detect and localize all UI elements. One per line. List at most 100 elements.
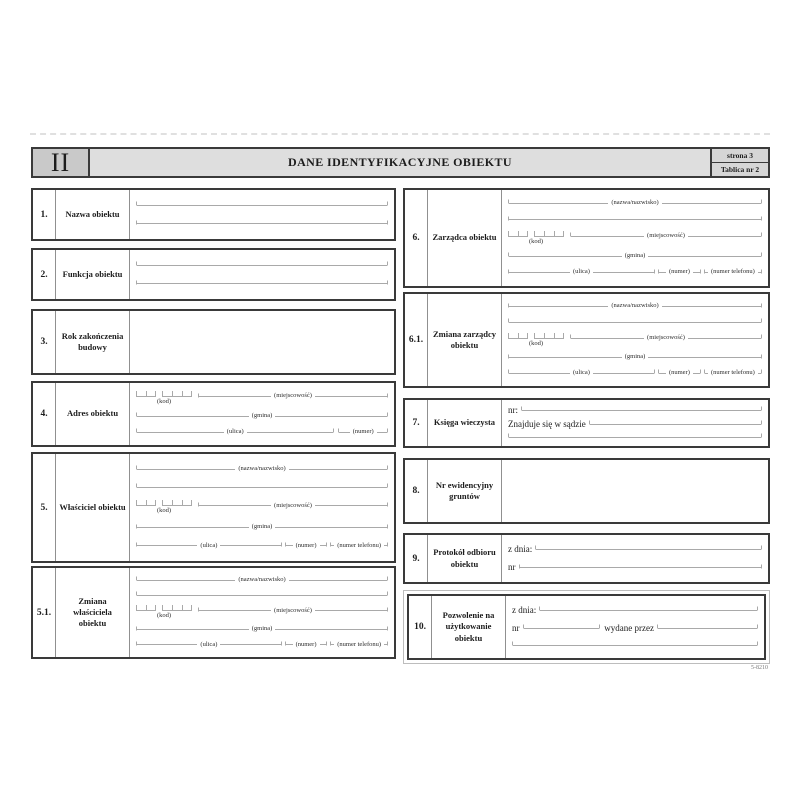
perforation-line	[30, 133, 770, 135]
field-label-numer: (numer)	[295, 640, 317, 648]
write-line-miejscowosc: (miejscowość)	[198, 390, 388, 403]
row-number: 3.	[33, 311, 56, 373]
header-side-boxes: strona 3 Tablica nr 2	[710, 149, 768, 176]
field-label-gmina: (gmina)	[624, 252, 646, 260]
field-label-miejscowosc: (miejscowość)	[647, 232, 685, 240]
write-line-numer-telefonu: (numer telefonu)	[330, 540, 388, 552]
row-10-pozwolenie-na-uzytkowanie: 10. Pozwolenie na użytkowanie obiektu z …	[407, 594, 766, 660]
row-6-zarzadca-obiektu: 6. Zarządca obiektu (nazwa/nazwisko) (ko…	[403, 188, 770, 288]
field-label-gmina: (gmina)	[251, 411, 273, 419]
row-fields: (nazwa/nazwisko) (kod) (miejscowość) (gm…	[502, 190, 768, 286]
write-line-gmina: (gmina)	[136, 624, 389, 636]
write-line	[508, 431, 762, 443]
row-title: Zmiana zarządcy obiektu	[428, 294, 502, 386]
write-line	[136, 481, 388, 493]
row-title: Nr ewidencyjny gruntów	[428, 460, 502, 522]
field-label-numer-telefonu: (numer telefonu)	[710, 268, 755, 276]
write-line-nazwa-nazwisko: (nazwa/nazwisko)	[508, 301, 763, 313]
row-fields: z dnia: nr wydane przez	[506, 596, 764, 658]
field-label-numer-telefonu: (numer telefonu)	[337, 640, 382, 648]
field-label-nazwa-nazwisko: (nazwa/nazwisko)	[611, 302, 659, 310]
field-label-gmina: (gmina)	[624, 353, 646, 361]
row-10-outer-frame: 10. Pozwolenie na użytkowanie obiektu z …	[403, 590, 770, 664]
write-line-nazwa-nazwisko: (nazwa/nazwisko)	[136, 463, 389, 475]
field-label-numer-telefonu: (numer telefonu)	[710, 369, 755, 377]
write-line	[535, 543, 762, 555]
write-line-nazwa-nazwisko: (nazwa/nazwisko)	[508, 197, 763, 209]
field-label-ulica: (ulica)	[226, 427, 244, 435]
right-column: 6. Zarządca obiektu (nazwa/nazwisko) (ko…	[403, 178, 770, 671]
row-title: Adres obiektu	[56, 383, 130, 445]
field-label-kod: (kod)	[156, 398, 172, 405]
row-title: Zmiana właściciela obiektu	[56, 568, 130, 657]
label-nr: nr:	[508, 404, 518, 415]
row-6-1-zmiana-zarzadcy-obiektu: 6.1. Zmiana zarządcy obiektu (nazwa/nazw…	[403, 292, 770, 388]
write-line	[512, 639, 758, 651]
page-number-box: strona 3	[712, 149, 768, 163]
row-fields: (nazwa/nazwisko) (kod) (miejscowość) (gm…	[130, 568, 394, 657]
row-1-nazwa-obiektu: 1. Nazwa obiektu	[31, 188, 396, 241]
write-line	[136, 278, 388, 290]
write-line	[522, 622, 601, 634]
write-line-gmina: (gmina)	[136, 410, 389, 422]
write-line	[136, 259, 388, 271]
write-line-ulica: (ulica)	[508, 367, 655, 379]
row-fields-empty	[130, 311, 394, 373]
row-fields	[130, 250, 394, 299]
form-code: 5-8210	[751, 665, 768, 671]
row-fields	[130, 190, 394, 239]
row-5-1-zmiana-wlasciciela-obiektu: 5.1. Zmiana właściciela obiektu (nazwa/n…	[31, 566, 396, 659]
row-9-protokol-odbioru-obiektu: 9. Protokół odbioru obiektu z dnia: nr	[403, 533, 770, 584]
field-label-miejscowosc: (miejscowość)	[274, 606, 312, 614]
row-number: 8.	[405, 460, 428, 522]
label-z-dnia: z dnia:	[512, 604, 537, 615]
write-line	[518, 562, 762, 574]
write-line-gmina: (gmina)	[508, 352, 763, 364]
row-3-rok-zakonczenia-budowy: 3. Rok zakończenia budowy	[31, 309, 396, 375]
write-line-miejscowosc: (miejscowość)	[570, 332, 762, 345]
postal-code-field: (kod)	[136, 390, 192, 406]
field-label-gmina: (gmina)	[251, 523, 273, 531]
field-label-miejscowosc: (miejscowość)	[274, 501, 312, 509]
row-4-adres-obiektu: 4. Adres obiektu (kod) (miejscowość) (gm…	[31, 381, 396, 447]
field-label-kod: (kod)	[528, 237, 544, 245]
row-fields: z dnia: nr	[502, 535, 768, 582]
write-line-numer: (numer)	[338, 426, 388, 438]
row-number: 4.	[33, 383, 56, 445]
row-title: Nazwa obiektu	[56, 190, 130, 239]
label-court: Znajduje się w sądzie	[508, 418, 586, 429]
row-number: 2.	[33, 250, 56, 299]
write-line	[136, 199, 388, 211]
field-label-kod: (kod)	[156, 612, 172, 620]
row-title: Zarządca obiektu	[428, 190, 502, 286]
row-8-nr-ewidencyjny-gruntow: 8. Nr ewidencyjny gruntów	[403, 458, 770, 524]
row-number: 6.1.	[405, 294, 428, 386]
write-line-miejscowosc: (miejscowość)	[198, 499, 388, 512]
field-label-numer-telefonu: (numer telefonu)	[337, 541, 382, 549]
field-label-numer: (numer)	[668, 268, 690, 276]
row-fields: (nazwa/nazwisko) (kod) (miejscowość) (gm…	[502, 294, 768, 386]
label-wydane-przez: wydane przez	[604, 622, 654, 633]
row-number: 10.	[409, 596, 432, 658]
write-line-ulica: (ulica)	[136, 540, 282, 552]
row-title: Protokół odbioru obiektu	[428, 535, 502, 582]
field-label-ulica: (ulica)	[200, 640, 218, 648]
label-nr: nr	[512, 622, 520, 633]
label-nr: nr	[508, 562, 516, 573]
left-column: 1. Nazwa obiektu 2. Funkcja obiektu 3.	[31, 178, 396, 659]
field-label-ulica: (ulica)	[573, 369, 590, 377]
field-label-miejscowosc: (miejscowość)	[274, 392, 312, 400]
row-7-ksiega-wieczysta: 7. Księga wieczysta nr: Znajduje się w s…	[403, 398, 770, 448]
field-label-numer: (numer)	[668, 369, 690, 377]
write-line-gmina: (gmina)	[136, 522, 389, 534]
write-line	[508, 214, 762, 226]
write-line	[656, 622, 758, 634]
label-z-dnia: z dnia:	[508, 543, 533, 554]
row-title: Księga wieczysta	[428, 400, 502, 446]
field-label-ulica: (ulica)	[573, 268, 590, 276]
write-line-numer-telefonu: (numer telefonu)	[703, 367, 762, 379]
write-line	[136, 218, 388, 230]
write-line-miejscowosc: (miejscowość)	[570, 230, 762, 243]
write-line-numer: (numer)	[284, 540, 328, 552]
write-line-ulica: (ulica)	[136, 426, 335, 438]
